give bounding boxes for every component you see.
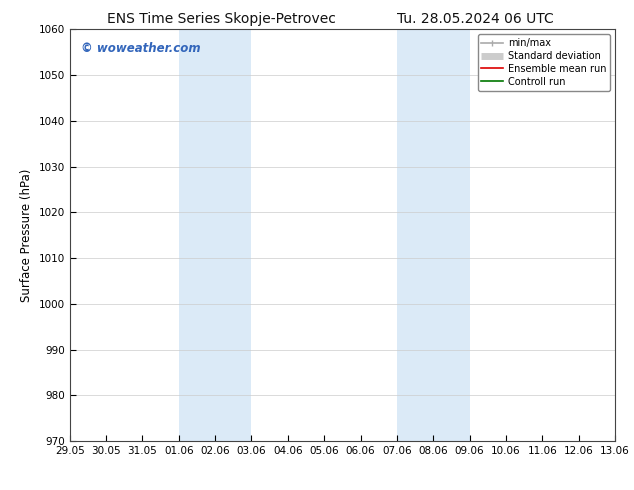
Bar bbox=[179, 29, 252, 441]
Bar bbox=[397, 29, 470, 441]
Text: © woweather.com: © woweather.com bbox=[81, 42, 200, 55]
Y-axis label: Surface Pressure (hPa): Surface Pressure (hPa) bbox=[20, 169, 33, 302]
Text: Tu. 28.05.2024 06 UTC: Tu. 28.05.2024 06 UTC bbox=[397, 12, 554, 26]
Legend: min/max, Standard deviation, Ensemble mean run, Controll run: min/max, Standard deviation, Ensemble me… bbox=[477, 34, 610, 91]
Text: ENS Time Series Skopje-Petrovec: ENS Time Series Skopje-Petrovec bbox=[107, 12, 337, 26]
